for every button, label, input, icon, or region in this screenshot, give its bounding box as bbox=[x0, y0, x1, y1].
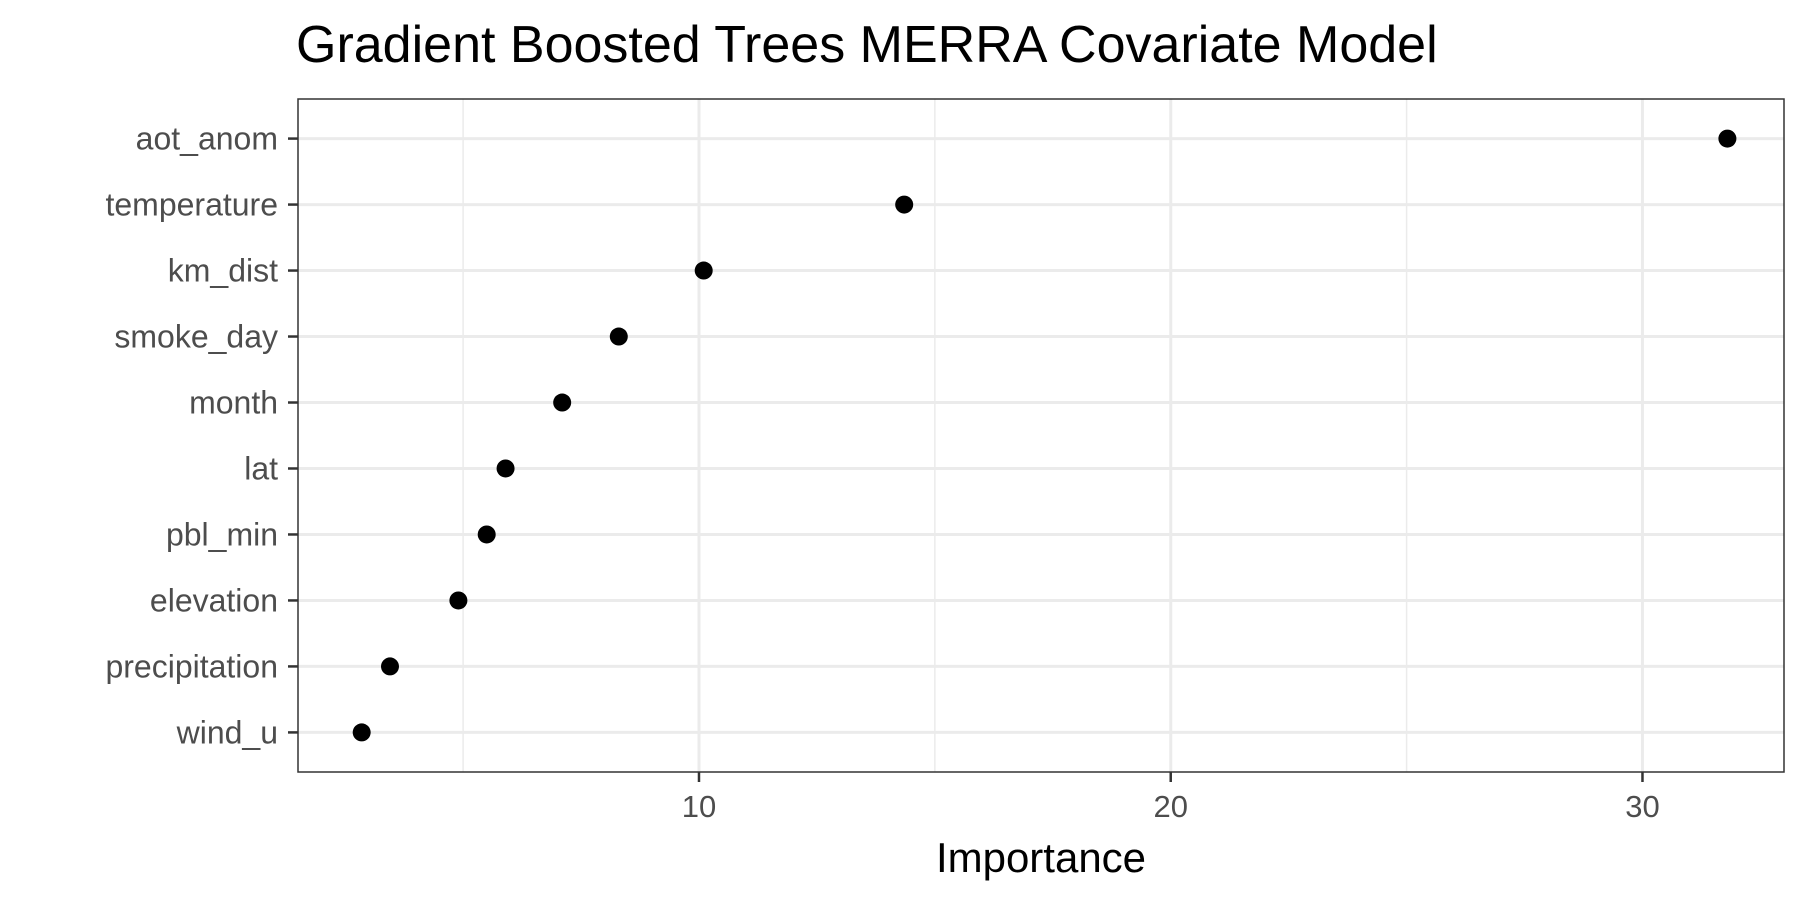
x-axis-label: Importance bbox=[936, 834, 1146, 881]
y-tick-label: aot_anom bbox=[136, 121, 278, 157]
y-tick-label: pbl_min bbox=[166, 516, 278, 552]
y-tick-label: lat bbox=[244, 450, 278, 486]
major-gridlines bbox=[298, 99, 1784, 772]
y-tick-label: month bbox=[189, 385, 278, 421]
data-point bbox=[352, 723, 371, 742]
x-tick-label: 20 bbox=[1153, 789, 1187, 824]
y-tick-label: km_dist bbox=[168, 253, 278, 289]
y-tick-label: precipitation bbox=[105, 648, 278, 684]
data-points bbox=[352, 129, 1737, 742]
x-tick-label: 10 bbox=[682, 789, 716, 824]
data-point bbox=[895, 195, 914, 214]
data-point bbox=[477, 525, 496, 544]
y-tick-label: temperature bbox=[105, 187, 278, 223]
x-tick-label: 30 bbox=[1625, 789, 1659, 824]
data-point bbox=[380, 657, 399, 676]
data-point bbox=[694, 261, 713, 280]
data-point bbox=[1718, 129, 1737, 148]
data-point bbox=[449, 591, 468, 610]
y-axis: aot_anom temperature km_dist smoke_daymonth… bbox=[105, 121, 298, 750]
chart-title: Gradient Boosted Trees MERRA Covariate M… bbox=[296, 16, 1438, 74]
y-tick-label: elevation bbox=[150, 582, 278, 618]
x-axis: 10 20 30 bbox=[682, 772, 1660, 824]
plot-panel bbox=[298, 99, 1784, 772]
y-tick-label: smoke_day bbox=[114, 319, 278, 355]
plot-border bbox=[297, 98, 1785, 773]
y-tick-label: wind_u bbox=[176, 714, 278, 750]
data-point bbox=[609, 327, 628, 346]
minor-gridlines bbox=[462, 99, 1408, 772]
data-point bbox=[553, 393, 572, 412]
data-point bbox=[496, 459, 515, 478]
